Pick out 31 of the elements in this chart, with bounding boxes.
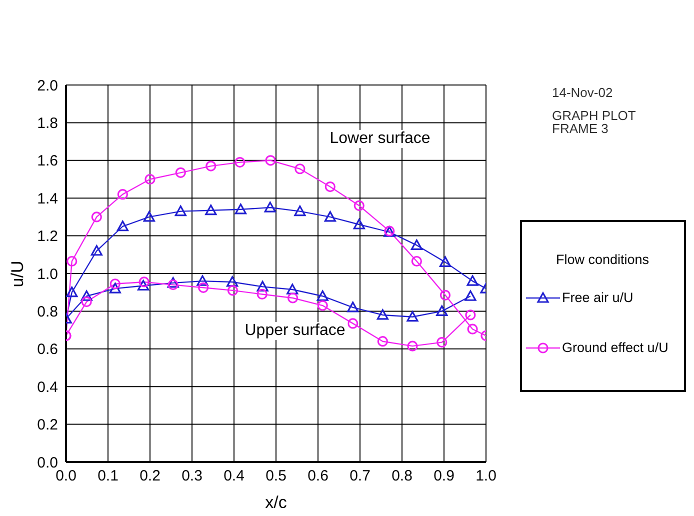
legend-label: Ground effect u/U	[562, 340, 668, 355]
y-tick-label: 1.4	[37, 190, 58, 208]
annotation: Upper surface	[242, 322, 348, 340]
y-tick-label: 0.2	[37, 416, 58, 434]
y-tick-label: 0.8	[37, 304, 58, 321]
y-tick-label: 1.2	[37, 228, 58, 246]
text: GRAPH PLOT FRAME 3	[552, 108, 637, 136]
y-tick-label: 0.6	[37, 341, 58, 358]
x-tick-label: 0.6	[308, 468, 328, 485]
x-tick-label: 0.7	[350, 468, 370, 485]
x-axis-title: x/c	[265, 493, 288, 512]
text: 14-Nov-02	[552, 85, 614, 100]
y-tick-label: 2.0	[37, 77, 58, 94]
x-tick-label: 1.0	[476, 468, 496, 485]
y-tick-label: 0.4	[37, 378, 58, 396]
y-tick-label: 1.8	[37, 115, 58, 132]
x-tick-label: 0.1	[98, 468, 118, 485]
x-tick-label: 0.9	[434, 468, 454, 485]
x-tick-label: 0.0	[56, 468, 76, 485]
x-tick-label: 0.8	[392, 468, 412, 485]
x-tick-label: 0.5	[266, 468, 286, 485]
y-tick-label: 1.6	[37, 152, 58, 170]
y-axis-title: u/U	[8, 260, 28, 288]
x-tick-label: 0.3	[182, 468, 202, 485]
legend-title: Flow conditions	[556, 252, 650, 267]
y-tick-label: 1.0	[37, 266, 58, 283]
x-tick-label: 0.2	[140, 468, 160, 485]
legend-label: Free air u/U	[562, 290, 634, 305]
x-tick-label: 0.4	[224, 468, 244, 485]
annotation: Lower surface	[328, 130, 432, 148]
y-tick-label: 0.0	[37, 454, 58, 472]
